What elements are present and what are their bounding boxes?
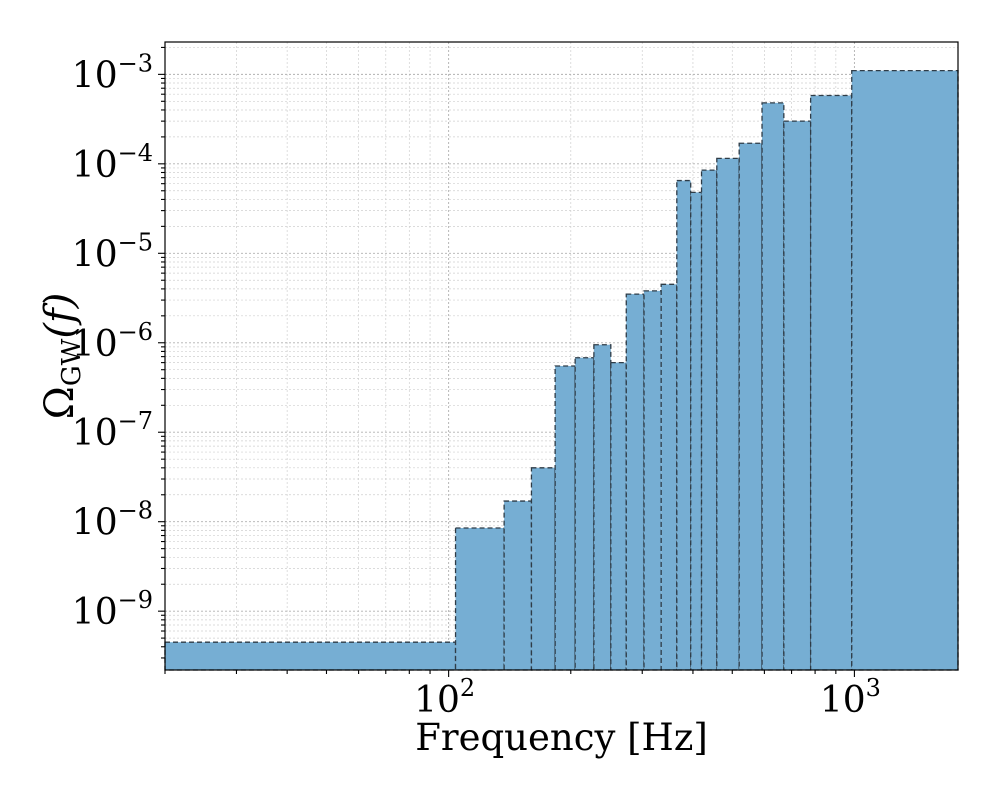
y-tick-label: 10−3 (72, 49, 153, 96)
y-tick-label: 10−5 (72, 228, 153, 275)
x-tick-label: 102 (414, 674, 475, 721)
histogram-bar (610, 361, 627, 671)
histogram-bar (738, 142, 763, 671)
histogram-bar (643, 290, 662, 671)
bar-layer (164, 70, 959, 671)
x-tick-label: 103 (820, 674, 881, 721)
plot-area-frame (164, 41, 959, 671)
histogram-bar (676, 179, 692, 671)
histogram-bar (530, 467, 556, 671)
histogram-bar (625, 293, 645, 671)
histogram-bar (851, 70, 959, 671)
y-tick-label: 10−4 (72, 139, 153, 186)
y-axis-title: ΩGW(f) (37, 293, 87, 420)
histogram-bar (660, 283, 678, 671)
y-tick-label: 10−8 (72, 497, 153, 544)
histogram-bar (700, 169, 718, 671)
histogram-bar (809, 94, 853, 671)
tick-layer (158, 46, 855, 677)
y-tick-label: 10−7 (72, 407, 153, 454)
y-axis-title-subscript: GW (57, 338, 87, 386)
histogram-bar (454, 527, 505, 671)
y-axis-title-argument: (f) (37, 293, 83, 339)
histogram-bar (716, 157, 740, 671)
y-axis-title-symbol: Ω (37, 386, 83, 419)
histogram-bar (593, 344, 612, 671)
histogram-bar (574, 357, 595, 671)
y-tick-label: 10−9 (72, 586, 153, 633)
histogram-bar (503, 500, 533, 671)
histogram-bar (554, 365, 576, 671)
x-axis-title: Frequency [Hz] (415, 716, 708, 759)
histogram-bar (761, 102, 785, 671)
label-layer: 102 103 10−9 10−8 10−7 10−6 10−5 10−4 10−3 (72, 49, 881, 721)
y-tick-label: 10−6 (72, 318, 153, 365)
histogram-bar (164, 641, 457, 671)
histogram-bar (690, 191, 703, 671)
histogram-bar (783, 120, 812, 671)
